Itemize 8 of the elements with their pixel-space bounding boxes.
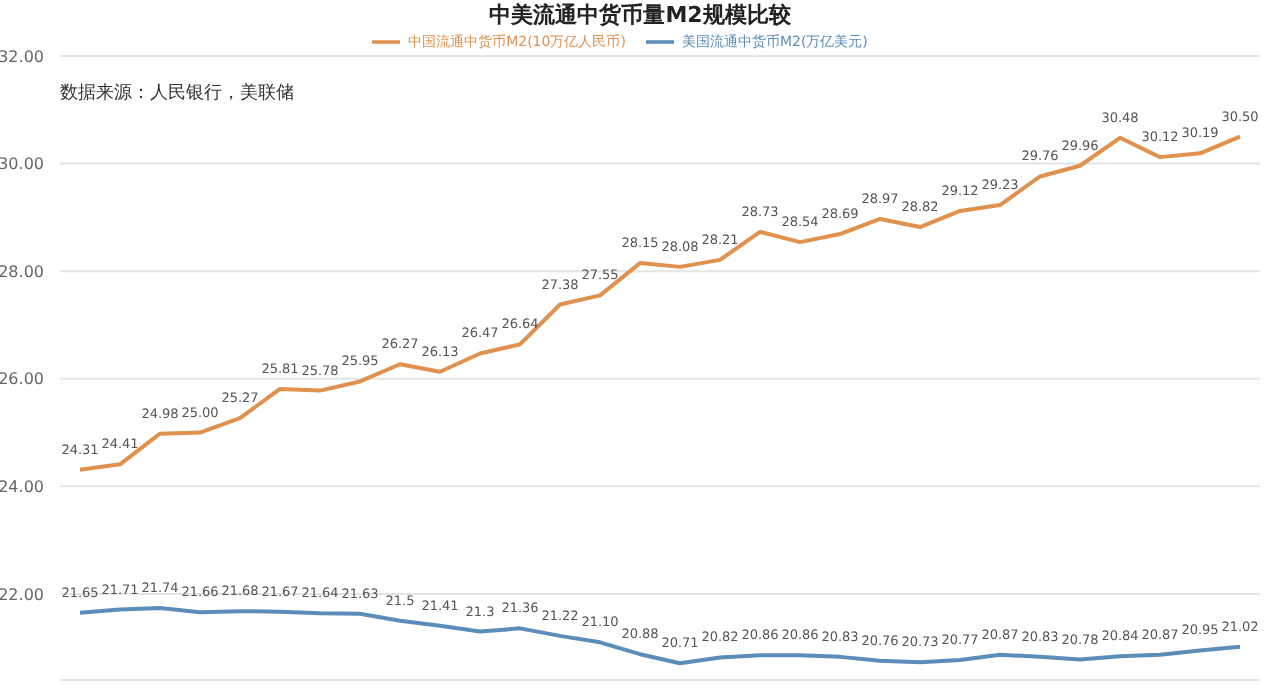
y-tick-label: 32.00 <box>0 47 44 66</box>
chart-title: 中美流通中货币量M2规模比较 <box>487 0 793 30</box>
y-tick-label: 22.00 <box>0 585 44 604</box>
y-tick-label: 28.00 <box>0 262 44 281</box>
y-tick-label: 30.00 <box>0 155 44 174</box>
y-tick-label: 26.00 <box>0 370 44 389</box>
annotation: 数据来源：人民银行，美联储 <box>60 81 294 106</box>
y-tick-label: 24.00 <box>0 478 44 497</box>
